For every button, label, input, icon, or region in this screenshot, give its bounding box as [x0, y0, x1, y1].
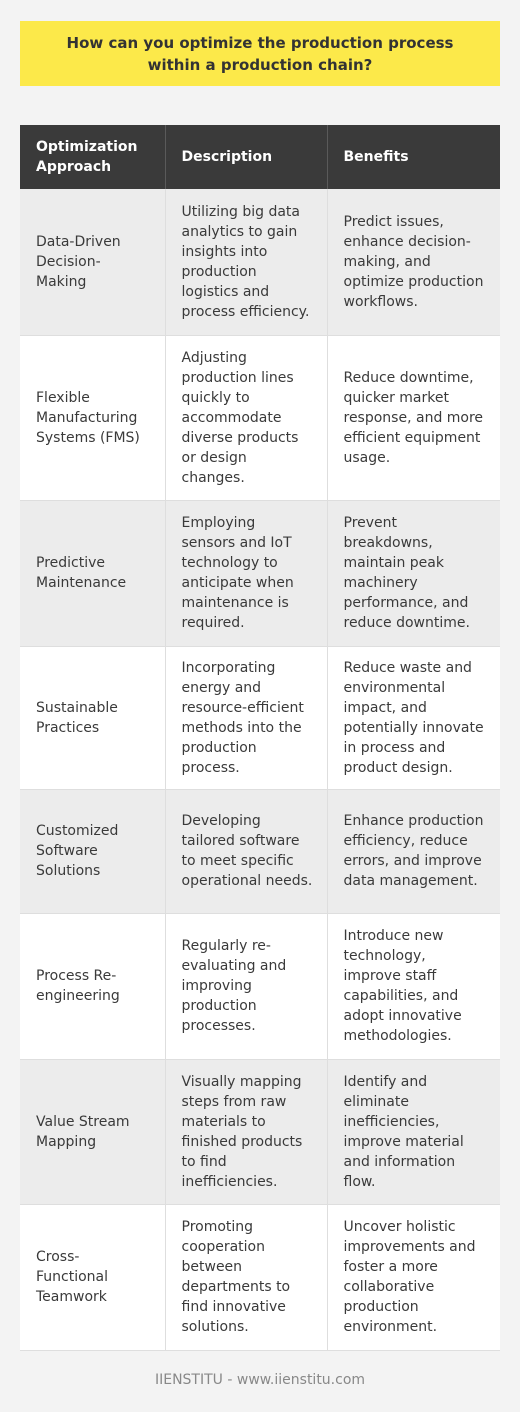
cell-description: Visually mapping steps from raw material… — [165, 1059, 328, 1205]
cell-approach: Customized Software Solutions — [20, 789, 166, 914]
cell-approach: Predictive Maintenance — [20, 500, 166, 647]
cell-description: Incorporating energy and resource-effici… — [165, 646, 328, 790]
table-row: Cross-Functional Teamwork Promoting coop… — [20, 1204, 500, 1351]
page-title: How can you optimize the production proc… — [20, 21, 500, 86]
cell-benefits: Introduce new technology, improve staff … — [327, 913, 500, 1060]
table-row: Customized Software Solutions Developing… — [20, 789, 500, 914]
table-row: Sustainable Practices Incorporating ener… — [20, 646, 500, 790]
cell-benefits: Reduce downtime, quicker market response… — [327, 335, 500, 501]
table-row: Flexible Manufacturing Systems (FMS) Adj… — [20, 335, 500, 501]
cell-approach: Value Stream Mapping — [20, 1059, 166, 1205]
cell-description: Promoting cooperation between department… — [165, 1204, 328, 1351]
cell-description: Regularly re-evaluating and improving pr… — [165, 913, 328, 1060]
table-row: Data-Driven Decision-Making Utilizing bi… — [20, 189, 500, 336]
cell-approach: Data-Driven Decision-Making — [20, 189, 166, 336]
cell-approach: Process Re-engineering — [20, 913, 166, 1060]
header-approach: Optimization Approach — [20, 125, 166, 189]
cell-benefits: Predict issues, enhance decision-making,… — [327, 189, 500, 336]
cell-benefits: Reduce waste and environmental impact, a… — [327, 646, 500, 790]
cell-benefits: Identify and eliminate inefficiencies, i… — [327, 1059, 500, 1205]
table-row: Process Re-engineering Regularly re-eval… — [20, 913, 500, 1060]
footer-credit: IIENSTITU - www.iienstitu.com — [154, 1372, 366, 1388]
cell-benefits: Enhance production efficiency, reduce er… — [327, 789, 500, 914]
cell-benefits: Uncover holistic improvements and foster… — [327, 1204, 500, 1351]
cell-approach: Flexible Manufacturing Systems (FMS) — [20, 335, 166, 501]
cell-description: Developing tailored software to meet spe… — [165, 789, 328, 914]
cell-benefits: Prevent breakdowns, maintain peak machin… — [327, 500, 500, 647]
header-description: Description — [165, 125, 328, 189]
table-row: Value Stream Mapping Visually mapping st… — [20, 1059, 500, 1205]
header-benefits: Benefits — [327, 125, 500, 189]
table-row: Predictive Maintenance Employing sensors… — [20, 500, 500, 647]
cell-description: Employing sensors and IoT technology to … — [165, 500, 328, 647]
cell-description: Utilizing big data analytics to gain ins… — [165, 189, 328, 336]
cell-approach: Sustainable Practices — [20, 646, 166, 790]
cell-description: Adjusting production lines quickly to ac… — [165, 335, 328, 501]
optimization-table: Optimization Approach Description Benefi… — [20, 125, 500, 1351]
cell-approach: Cross-Functional Teamwork — [20, 1204, 166, 1351]
table-header-row: Optimization Approach Description Benefi… — [20, 125, 500, 189]
